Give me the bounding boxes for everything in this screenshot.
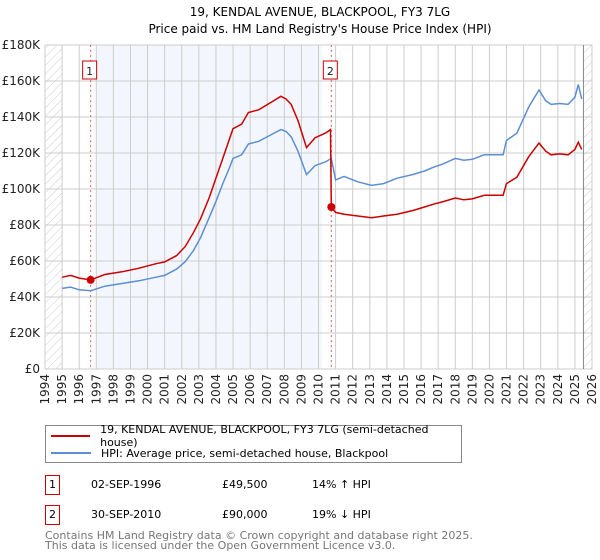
x-tick-label: 2000 — [141, 374, 155, 405]
hatched-region — [583, 45, 592, 369]
price-chart: 19, KENDAL AVENUE, BLACKPOOL, FY3 7LG Pr… — [2, 5, 599, 405]
y-tick-label: £120K — [2, 146, 42, 160]
x-tick-label: 2016 — [414, 374, 428, 405]
x-tick-label: 2025 — [568, 374, 582, 405]
sale-badge: 1 — [45, 475, 60, 495]
y-tick-label: £180K — [2, 38, 42, 52]
y-tick-label: £40K — [9, 290, 41, 304]
legend-item-hpi: HPI: Average price, semi-detached house,… — [46, 445, 388, 461]
x-tick-label: 1995 — [55, 374, 69, 405]
x-tick-label: 2026 — [585, 374, 599, 405]
footer-line: Contains HM Land Registry data © Crown c… — [45, 529, 473, 542]
property-line — [61, 95, 583, 281]
y-tick-label: £0 — [25, 362, 40, 376]
x-tick-label: 2002 — [175, 374, 189, 405]
sale-date: 30-SEP-2010 — [91, 508, 162, 521]
y-tick-label: £60K — [9, 254, 41, 268]
sale-row: 2 30-SEP-2010 £90,000 19% ↓ HPI — [45, 505, 465, 525]
x-tick-label: 1999 — [123, 374, 137, 405]
legend-swatch-red — [51, 435, 91, 437]
x-tick-label: 1996 — [72, 374, 86, 405]
x-tick-label: 2024 — [551, 374, 565, 405]
sale-point — [86, 275, 95, 284]
footer-line: This data is licensed under the Open Gov… — [45, 539, 396, 552]
x-tick-label: 2020 — [482, 374, 496, 405]
plot-border — [44, 44, 593, 370]
x-tick-label: 2003 — [192, 374, 206, 405]
x-tick-label: 1997 — [89, 374, 103, 405]
legend: 19, KENDAL AVENUE, BLACKPOOL, FY3 7LG (s… — [45, 423, 462, 463]
x-tick-label: 2014 — [380, 374, 394, 405]
x-tick-label: 2012 — [346, 374, 360, 405]
x-tick-label: 2010 — [312, 374, 326, 405]
legend-item-property: 19, KENDAL AVENUE, BLACKPOOL, FY3 7LG (s… — [46, 423, 461, 449]
x-tick-label: 2004 — [209, 374, 223, 405]
footer: Contains HM Land Registry data © Crown c… — [45, 529, 473, 552]
y-tick-label: £80K — [9, 218, 41, 232]
x-tick-label: 2019 — [465, 374, 479, 405]
sale-price: £49,500 — [222, 478, 268, 491]
x-tick-label: 2017 — [431, 374, 445, 405]
x-tick-label: 2011 — [329, 374, 343, 405]
x-tick-label: 2023 — [534, 374, 548, 405]
legend-label: HPI: Average price, semi-detached house,… — [101, 446, 389, 460]
hpi-line — [61, 84, 583, 292]
x-tick-label: 2022 — [517, 374, 531, 405]
x-tick-label: 2001 — [158, 374, 172, 405]
chart-title: 19, KENDAL AVENUE, BLACKPOOL, FY3 7LG — [190, 5, 450, 19]
legend-swatch-blue — [51, 452, 91, 454]
x-tick-label: 1998 — [106, 374, 120, 405]
y-tick-label: £140K — [2, 110, 42, 124]
x-tick-label: 2008 — [277, 374, 291, 405]
y-tick-label: £20K — [9, 326, 41, 340]
chart-subtitle: Price paid vs. HM Land Registry's House … — [148, 22, 491, 36]
sale-label-box — [322, 60, 338, 80]
sale-badge: 2 — [45, 505, 60, 525]
x-tick-label: 1994 — [38, 374, 52, 405]
x-tick-label: 2006 — [243, 374, 257, 405]
x-tick-label: 2018 — [448, 374, 462, 405]
sale-label: 2 — [327, 65, 334, 78]
x-tick-label: 2007 — [260, 374, 274, 405]
sale-row: 1 02-SEP-1996 £49,500 14% ↑ HPI — [45, 475, 465, 495]
sale-hpi: 19% ↓ HPI — [312, 508, 371, 521]
sale-label: 1 — [86, 65, 93, 78]
sale-label-box — [82, 60, 98, 80]
y-tick-label: £160K — [2, 74, 42, 88]
x-tick-label: 2005 — [226, 374, 240, 405]
sale-point — [327, 203, 336, 211]
legend-label: 19, KENDAL AVENUE, BLACKPOOL, FY3 7LG (s… — [100, 423, 429, 449]
x-tick-label: 2015 — [397, 374, 411, 405]
sale-hpi: 14% ↑ HPI — [312, 478, 371, 491]
x-tick-label: 2021 — [500, 374, 514, 405]
x-tick-label: 2009 — [294, 374, 308, 405]
hatched-region — [45, 45, 63, 369]
x-tick-label: 2013 — [363, 374, 377, 405]
sale-date: 02-SEP-1996 — [91, 478, 162, 491]
sale-price: £90,000 — [222, 508, 268, 521]
y-tick-label: £100K — [2, 182, 42, 196]
